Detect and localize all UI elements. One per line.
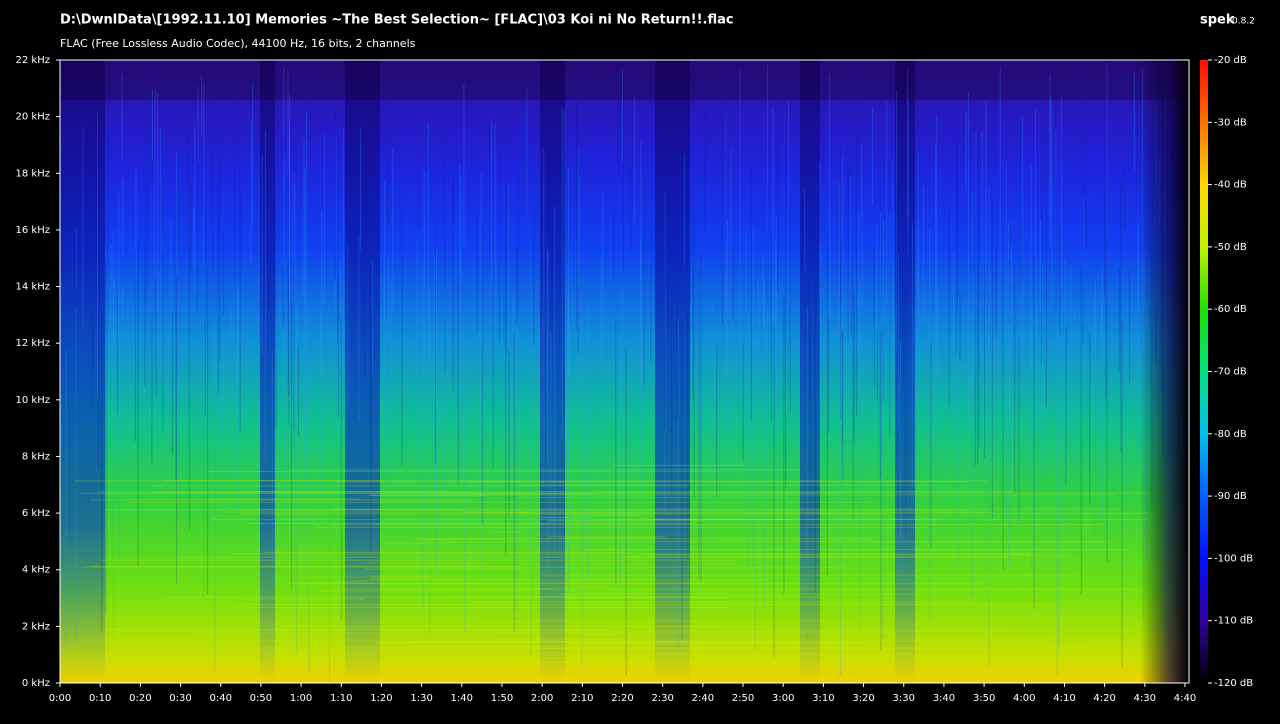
colorbar-label: -50 dB [1214, 242, 1247, 253]
x-tick-label: 4:10 [1053, 693, 1075, 704]
colorbar-label: -60 dB [1214, 304, 1247, 315]
x-tick-label: 1:20 [370, 693, 392, 704]
y-tick-label: 0 kHz [22, 678, 50, 689]
x-tick-label: 3:40 [933, 693, 955, 704]
y-tick-label: 18 kHz [16, 168, 50, 179]
x-tick-label: 1:30 [410, 693, 432, 704]
x-tick-label: 0:30 [169, 693, 191, 704]
colorbar-label: -70 dB [1214, 367, 1247, 378]
x-tick-label: 0:20 [129, 693, 151, 704]
x-tick-label: 1:40 [451, 693, 473, 704]
quiet-band [345, 60, 380, 683]
y-tick-label: 4 kHz [22, 565, 50, 576]
intro-band [60, 60, 105, 683]
plot-frame [59, 59, 1190, 684]
spectrogram [59, 60, 1189, 686]
x-tick-label: 2:30 [651, 693, 673, 704]
quiet-band [540, 60, 565, 683]
quiet-band [800, 60, 820, 683]
x-tick-label: 3:00 [772, 693, 794, 704]
x-tick-label: 2:10 [571, 693, 593, 704]
y-tick-label: 14 kHz [16, 282, 50, 293]
x-tick-label: 2:00 [531, 693, 553, 704]
y-tick-label: 6 kHz [22, 508, 50, 519]
y-tick-label: 22 kHz [16, 55, 50, 66]
colorbar-label: -110 dB [1214, 616, 1253, 627]
file-info: FLAC (Free Lossless Audio Codec), 44100 … [60, 37, 416, 50]
colorbar-label: -40 dB [1214, 180, 1247, 191]
x-tick-label: 1:50 [491, 693, 513, 704]
app-version: 0.8.2 [1232, 17, 1255, 27]
colorbar-label: -120 dB [1214, 678, 1253, 689]
y-tick-label: 16 kHz [16, 225, 50, 236]
x-tick-label: 2:40 [692, 693, 714, 704]
file-title: D:\DwnlData\[1992.11.10] Memories ~The B… [60, 13, 734, 28]
x-tick-label: 1:10 [330, 693, 352, 704]
x-tick-label: 3:50 [973, 693, 995, 704]
quiet-band [895, 60, 915, 683]
y-tick-label: 10 kHz [16, 395, 50, 406]
colorbar [1200, 60, 1208, 683]
y-tick-label: 8 kHz [22, 451, 50, 462]
x-tick-label: 3:30 [893, 693, 915, 704]
y-tick-label: 2 kHz [22, 621, 50, 632]
x-tick-label: 2:20 [611, 693, 633, 704]
app-name: spek [1200, 13, 1235, 28]
x-tick-label: 3:20 [852, 693, 874, 704]
top-dim [60, 60, 1189, 100]
x-tick-label: 4:00 [1013, 693, 1035, 704]
x-tick-label: 0:00 [49, 693, 71, 704]
x-tick-label: 0:10 [89, 693, 111, 704]
colorbar-label: -30 dB [1214, 117, 1247, 128]
colorbar-label: -100 dB [1214, 553, 1253, 564]
x-tick-label: 3:10 [812, 693, 834, 704]
colorbar-label: -90 dB [1214, 491, 1247, 502]
y-tick-label: 20 kHz [16, 112, 50, 123]
quiet-band [655, 60, 690, 683]
x-tick-label: 1:00 [290, 693, 312, 704]
x-tick-label: 4:20 [1093, 693, 1115, 704]
colorbar-label: -80 dB [1214, 429, 1247, 440]
x-tick-label: 0:40 [209, 693, 231, 704]
x-tick-label: 2:50 [732, 693, 754, 704]
spectrogram-base [60, 60, 1189, 683]
y-tick-label: 12 kHz [16, 338, 50, 349]
colorbar-label: -20 dB [1214, 55, 1247, 66]
x-tick-label: 4:30 [1134, 693, 1156, 704]
x-tick-label: 4:40 [1174, 693, 1196, 704]
end-fade [1140, 60, 1189, 683]
x-tick-label: 0:50 [250, 693, 272, 704]
quiet-band [260, 60, 275, 683]
